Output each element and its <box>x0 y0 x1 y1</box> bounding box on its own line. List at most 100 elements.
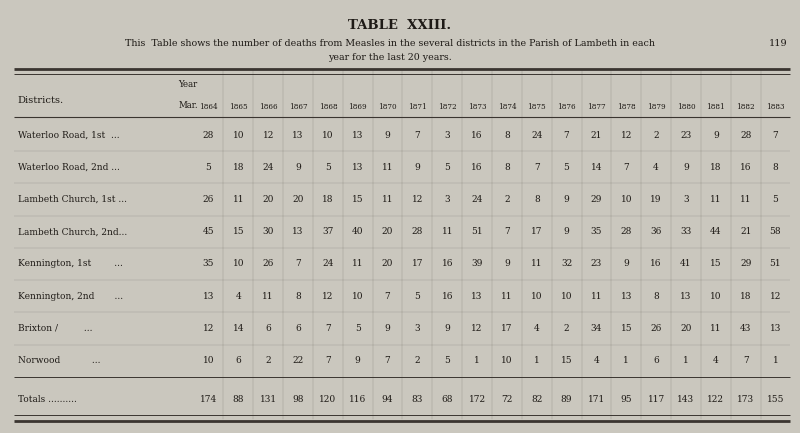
Text: 22: 22 <box>293 356 304 365</box>
Text: 9: 9 <box>355 356 361 365</box>
Text: 8: 8 <box>773 163 778 172</box>
Text: 3: 3 <box>445 131 450 140</box>
Text: 5: 5 <box>444 163 450 172</box>
Text: 131: 131 <box>260 395 277 404</box>
Text: TABLE  XXIII.: TABLE XXIII. <box>349 19 451 32</box>
Text: 15: 15 <box>710 259 722 268</box>
Text: 16: 16 <box>650 259 662 268</box>
Text: 1: 1 <box>623 356 629 365</box>
Text: 2: 2 <box>564 324 570 333</box>
Text: 1: 1 <box>474 356 480 365</box>
Text: 1865: 1865 <box>229 103 248 111</box>
Text: 17: 17 <box>531 227 542 236</box>
Text: 13: 13 <box>471 292 482 301</box>
Text: 14: 14 <box>590 163 602 172</box>
Text: 10: 10 <box>501 356 513 365</box>
Text: 89: 89 <box>561 395 572 404</box>
Text: 24: 24 <box>262 163 274 172</box>
Text: 5: 5 <box>325 163 331 172</box>
Text: 2: 2 <box>266 356 271 365</box>
Text: 1874: 1874 <box>498 103 516 111</box>
Text: 7: 7 <box>385 292 390 301</box>
Text: 19: 19 <box>650 195 662 204</box>
Text: 2: 2 <box>504 195 510 204</box>
Text: 17: 17 <box>501 324 513 333</box>
Text: 1867: 1867 <box>289 103 307 111</box>
Text: 117: 117 <box>647 395 665 404</box>
Text: 11: 11 <box>710 324 722 333</box>
Text: 45: 45 <box>202 227 214 236</box>
Text: 16: 16 <box>471 163 483 172</box>
Text: 12: 12 <box>412 195 423 204</box>
Text: 155: 155 <box>766 395 784 404</box>
Text: 172: 172 <box>469 395 486 404</box>
Text: 9: 9 <box>564 227 570 236</box>
Text: 11: 11 <box>740 195 751 204</box>
Text: 20: 20 <box>382 227 394 236</box>
Text: 1869: 1869 <box>349 103 367 111</box>
Text: 24: 24 <box>471 195 482 204</box>
Text: 9: 9 <box>564 195 570 204</box>
Text: 143: 143 <box>678 395 694 404</box>
Text: 7: 7 <box>773 131 778 140</box>
Text: 26: 26 <box>650 324 662 333</box>
Text: 20: 20 <box>292 195 304 204</box>
Text: 1: 1 <box>683 356 689 365</box>
Text: 116: 116 <box>349 395 366 404</box>
Text: 5: 5 <box>414 292 420 301</box>
Text: 1871: 1871 <box>408 103 426 111</box>
Text: Waterloo Road, 2nd ...: Waterloo Road, 2nd ... <box>18 163 119 172</box>
Text: 98: 98 <box>292 395 304 404</box>
Text: 7: 7 <box>742 356 749 365</box>
Text: 3: 3 <box>414 324 420 333</box>
Text: 11: 11 <box>233 195 244 204</box>
Text: 13: 13 <box>352 131 363 140</box>
Text: 28: 28 <box>203 131 214 140</box>
Text: 68: 68 <box>442 395 453 404</box>
Text: Mar.: Mar. <box>178 101 198 110</box>
Text: Lambeth Church, 1st ...: Lambeth Church, 1st ... <box>18 195 126 204</box>
Text: 11: 11 <box>352 259 363 268</box>
Text: 11: 11 <box>382 195 394 204</box>
Text: 11: 11 <box>710 195 722 204</box>
Text: 13: 13 <box>352 163 363 172</box>
Text: 23: 23 <box>680 131 691 140</box>
Text: 26: 26 <box>203 195 214 204</box>
Text: 28: 28 <box>740 131 751 140</box>
Text: 20: 20 <box>680 324 692 333</box>
Text: 1879: 1879 <box>647 103 666 111</box>
Text: 10: 10 <box>352 292 363 301</box>
Text: 10: 10 <box>561 292 572 301</box>
Text: 9: 9 <box>623 259 629 268</box>
Text: 1880: 1880 <box>677 103 695 111</box>
Text: 10: 10 <box>202 356 214 365</box>
Text: 15: 15 <box>561 356 573 365</box>
Text: 10: 10 <box>621 195 632 204</box>
Text: 7: 7 <box>325 324 330 333</box>
Text: 8: 8 <box>295 292 301 301</box>
Text: This  Table shows the number of deaths from Measles in the several districts in : This Table shows the number of deaths fr… <box>126 39 655 48</box>
Text: 13: 13 <box>292 227 304 236</box>
Text: 1875: 1875 <box>527 103 546 111</box>
Text: 15: 15 <box>621 324 632 333</box>
Text: 8: 8 <box>654 292 659 301</box>
Text: 1872: 1872 <box>438 103 457 111</box>
Text: 10: 10 <box>233 131 244 140</box>
Text: 29: 29 <box>740 259 751 268</box>
Text: 18: 18 <box>740 292 751 301</box>
Text: 10: 10 <box>233 259 244 268</box>
Text: 4: 4 <box>654 163 659 172</box>
Text: 16: 16 <box>740 163 751 172</box>
Text: 1877: 1877 <box>587 103 606 111</box>
Text: 12: 12 <box>770 292 781 301</box>
Text: 9: 9 <box>414 163 420 172</box>
Text: 12: 12 <box>203 324 214 333</box>
Text: 8: 8 <box>534 195 540 204</box>
Text: 41: 41 <box>680 259 692 268</box>
Text: 44: 44 <box>710 227 722 236</box>
Text: 18: 18 <box>322 195 334 204</box>
Text: 9: 9 <box>295 163 301 172</box>
Text: 1864: 1864 <box>199 103 218 111</box>
Text: 7: 7 <box>385 356 390 365</box>
Text: 16: 16 <box>442 259 453 268</box>
